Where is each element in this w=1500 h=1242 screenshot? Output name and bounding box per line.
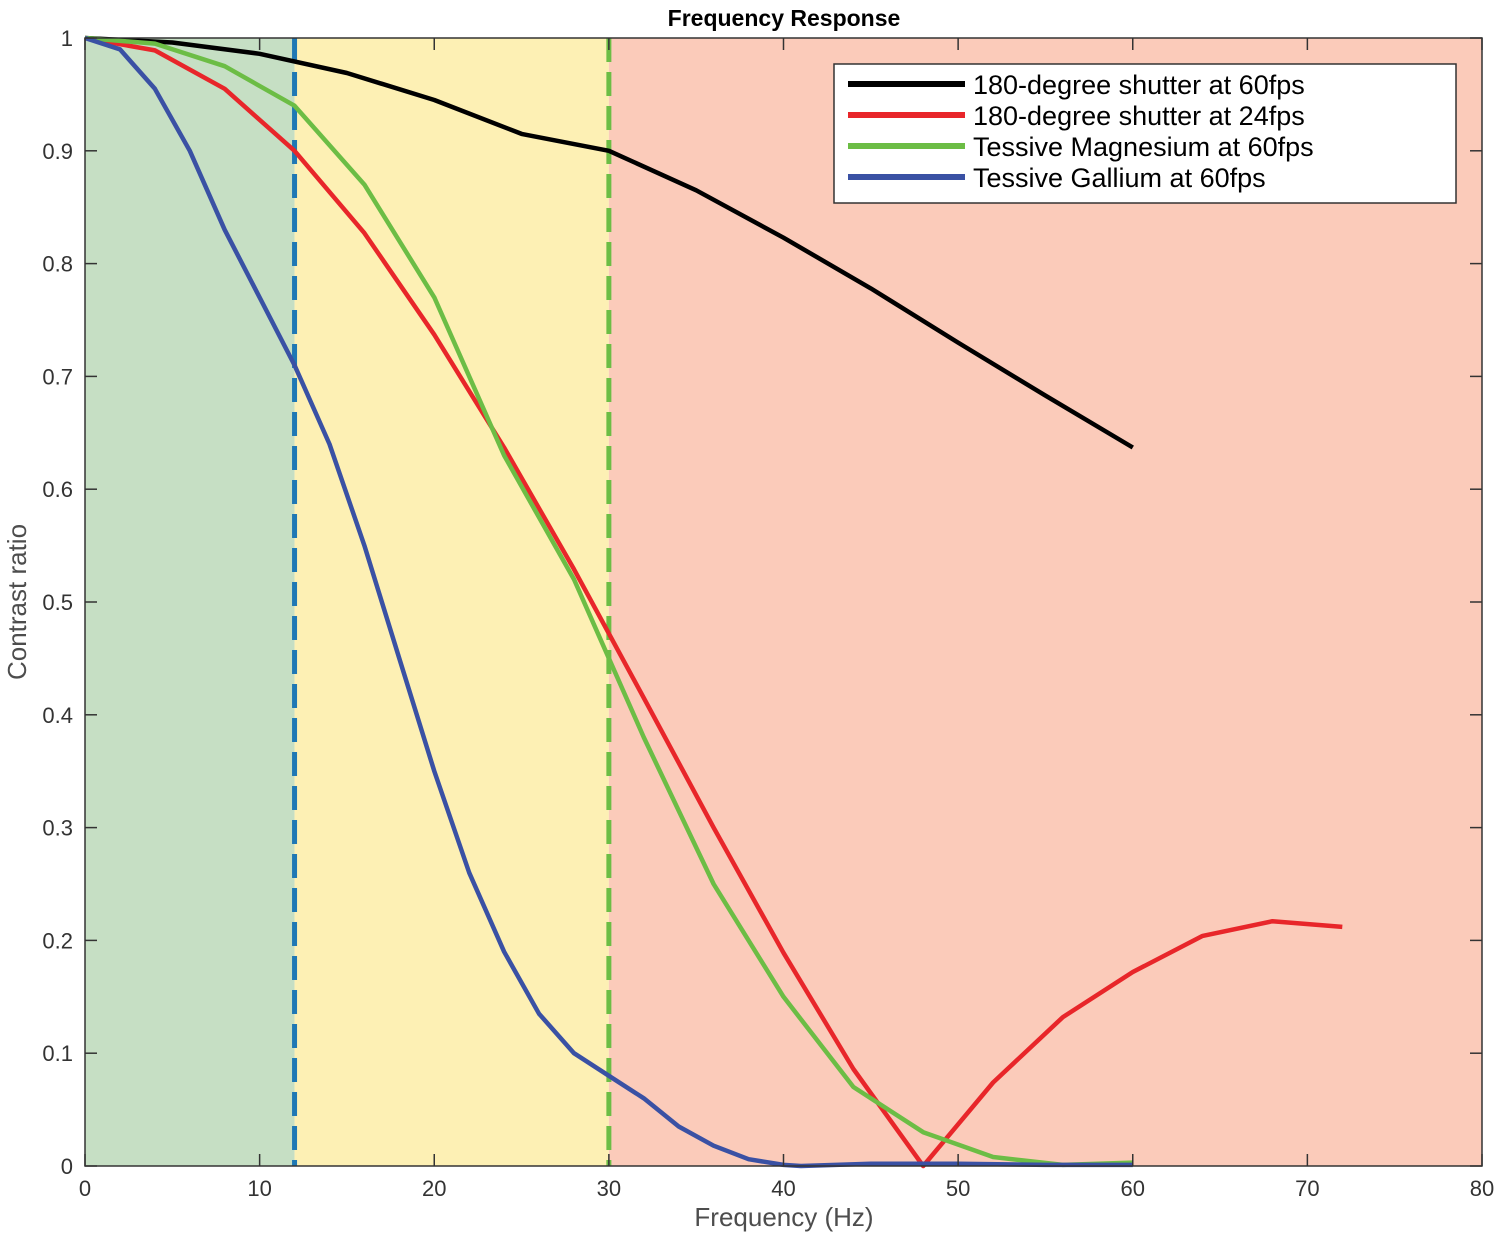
y-tick-label-4: 0.4 <box>42 703 73 728</box>
series-line-1 <box>84 35 1343 1169</box>
x-tick-labels: 0 10 20 30 40 50 60 70 80 <box>79 1176 1494 1201</box>
x-tick-label-4: 40 <box>771 1176 795 1201</box>
region-2 <box>608 38 1482 1166</box>
y-tick-label-7: 0.7 <box>42 364 73 389</box>
y-tick-labels: 0 0.1 0.2 0.3 0.4 0.5 0.6 0.7 0.8 0.9 1 <box>42 26 73 1179</box>
y-tick-label-1: 0.1 <box>42 1041 73 1066</box>
series-line-0 <box>84 35 1134 450</box>
y-axis-label: Contrast ratio <box>2 524 32 680</box>
x-tick-label-6: 60 <box>1121 1176 1145 1201</box>
y-tick-label-6: 0.6 <box>42 477 73 502</box>
x-tick-label-8: 80 <box>1470 1176 1494 1201</box>
y-tick-label-5: 0.5 <box>42 590 73 615</box>
axis-ticks <box>84 37 1483 1167</box>
legend-label-0: 180-degree shutter at 60fps <box>973 70 1305 100</box>
legend-label-1: 180-degree shutter at 24fps <box>973 101 1305 131</box>
x-tick-label-0: 0 <box>79 1176 91 1201</box>
region-0 <box>85 38 295 1166</box>
y-tick-label-8: 0.8 <box>42 252 73 277</box>
shaded-regions <box>85 38 1482 1166</box>
x-tick-label-7: 70 <box>1295 1176 1319 1201</box>
chart-title: Frequency Response <box>668 5 901 31</box>
region-1 <box>294 38 609 1166</box>
x-axis-label: Frequency (Hz) <box>694 1202 873 1232</box>
legend-label-2: Tessive Magnesium at 60fps <box>973 132 1314 162</box>
y-tick-label-10: 1 <box>61 26 73 51</box>
series-line-2 <box>84 35 1133 1168</box>
x-tick-label-2: 20 <box>422 1176 446 1201</box>
y-tick-label-2: 0.2 <box>42 928 73 953</box>
y-tick-label-0: 0 <box>61 1154 73 1179</box>
legend-label-3: Tessive Gallium at 60fps <box>973 163 1266 193</box>
x-tick-label-5: 50 <box>946 1176 970 1201</box>
y-tick-label-3: 0.3 <box>42 816 73 841</box>
x-tick-label-1: 10 <box>247 1176 271 1201</box>
x-tick-label-3: 30 <box>597 1176 621 1201</box>
y-tick-label-9: 0.9 <box>42 139 73 164</box>
threshold-lines <box>292 38 612 1166</box>
